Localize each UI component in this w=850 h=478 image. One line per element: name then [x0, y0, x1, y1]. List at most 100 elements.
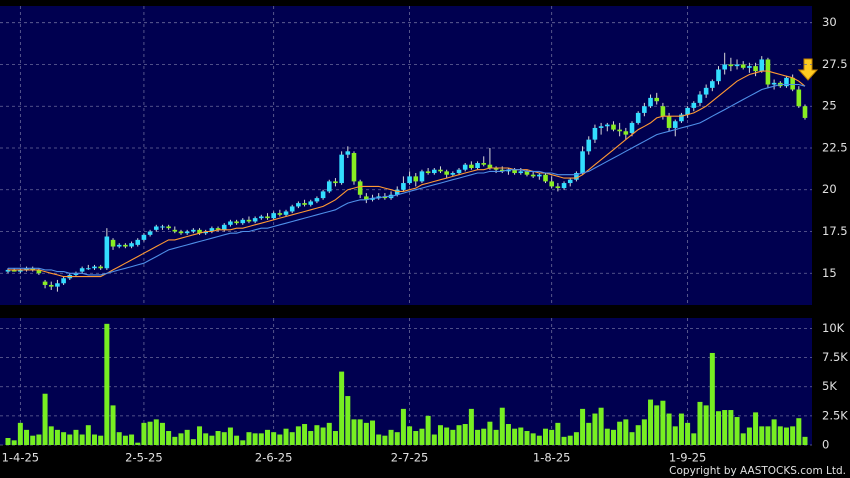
- volume-bar: [295, 426, 301, 445]
- candle-body: [92, 266, 97, 269]
- volume-bar: [61, 432, 67, 445]
- candle-body: [512, 169, 517, 174]
- volume-bar: [740, 433, 746, 445]
- y-tick-label: 27.5: [822, 57, 848, 71]
- candle-body: [203, 231, 209, 234]
- candle-body: [191, 229, 196, 232]
- volume-bar: [271, 432, 277, 445]
- candle-body: [153, 226, 159, 230]
- y-tick-label: 22.5: [822, 140, 848, 154]
- volume-bar: [85, 425, 91, 445]
- volume-bar: [425, 415, 431, 445]
- candle-body: [221, 224, 227, 230]
- volume-bar: [339, 371, 345, 445]
- volume-bar: [450, 429, 456, 445]
- candle-body: [506, 169, 511, 172]
- y-tick-label: 2.5K: [822, 408, 848, 422]
- volume-bar: [227, 427, 233, 445]
- volume-bar: [240, 440, 246, 445]
- volume-bar: [116, 432, 122, 445]
- candle-body: [617, 129, 622, 132]
- candle-body: [530, 174, 536, 177]
- candle-body: [160, 226, 165, 228]
- candle-body: [240, 219, 246, 224]
- candle-body: [598, 126, 604, 128]
- candle-body: [561, 183, 567, 189]
- volume-bar: [716, 411, 722, 445]
- candle-body: [104, 236, 110, 269]
- volume-bar: [518, 427, 524, 445]
- volume-bar: [734, 417, 740, 445]
- candle-body: [456, 169, 462, 174]
- volume-bar: [586, 422, 592, 445]
- volume-bar: [203, 433, 209, 445]
- volume-bar: [5, 438, 11, 445]
- candle-body: [320, 191, 326, 199]
- y-tick-label: 17.5: [822, 224, 848, 238]
- candle-body: [672, 121, 678, 128]
- volume-bar: [598, 407, 604, 445]
- candle-body: [784, 77, 789, 87]
- candle-body: [79, 268, 85, 272]
- volume-bar: [283, 428, 289, 445]
- candle-body: [543, 174, 548, 182]
- price-panel: [0, 6, 812, 305]
- volume-bar: [697, 401, 703, 445]
- x-tick-label: 1-4-25: [2, 451, 40, 465]
- volume-bar: [48, 426, 54, 445]
- candle-body: [537, 174, 542, 177]
- volume-bar: [178, 433, 184, 445]
- volume-bar: [234, 435, 240, 445]
- candle-body: [129, 243, 134, 247]
- volume-bar: [530, 433, 536, 445]
- volume-bar: [475, 429, 481, 445]
- candle-body: [499, 169, 505, 172]
- volume-bar: [122, 435, 128, 445]
- candle-body: [592, 127, 598, 140]
- x-tick-label: 1-9-25: [669, 451, 707, 465]
- volume-bar: [592, 413, 598, 445]
- volume-bar: [437, 425, 443, 445]
- volume-bar: [104, 323, 110, 445]
- volume-bar: [30, 435, 36, 445]
- candle-body: [339, 154, 344, 184]
- copyright: Copyright by AASTOCKS.com Ltd.: [669, 465, 846, 477]
- volume-bar: [221, 432, 227, 445]
- volume-bar: [264, 429, 270, 445]
- candle-body: [382, 196, 388, 199]
- volume-bar: [370, 420, 376, 445]
- candle-body: [98, 266, 103, 269]
- volume-bar: [110, 405, 116, 445]
- volume-bar: [802, 436, 808, 445]
- volume-bar: [252, 433, 258, 445]
- volume-bar: [635, 425, 641, 445]
- candle-body: [252, 218, 258, 222]
- volume-bar: [24, 429, 30, 445]
- candle-body: [586, 139, 592, 152]
- candle-body: [796, 89, 802, 107]
- volume-bar: [277, 434, 283, 445]
- candle-body: [524, 171, 530, 175]
- volume-bar: [654, 405, 660, 445]
- volume-bar: [728, 410, 734, 445]
- y-tick-label: 0: [822, 438, 829, 452]
- candle-body: [469, 164, 474, 169]
- candle-body: [277, 213, 283, 215]
- volume-bar: [394, 432, 400, 445]
- volume-bar: [703, 405, 709, 445]
- candle-body: [308, 201, 314, 205]
- candle-body: [549, 181, 554, 187]
- candle-body: [296, 203, 301, 207]
- candle-body: [197, 229, 202, 234]
- candle-body: [401, 183, 406, 190]
- x-tick-label: 2-6-25: [255, 451, 293, 465]
- volume-bar: [666, 413, 672, 445]
- volume-bar: [159, 422, 165, 445]
- volume-bar: [246, 432, 252, 445]
- candle-body: [487, 164, 493, 169]
- volume-bar: [771, 419, 777, 445]
- candle-body: [580, 151, 585, 174]
- candle-body: [42, 281, 48, 285]
- moving-average-line: [8, 83, 806, 276]
